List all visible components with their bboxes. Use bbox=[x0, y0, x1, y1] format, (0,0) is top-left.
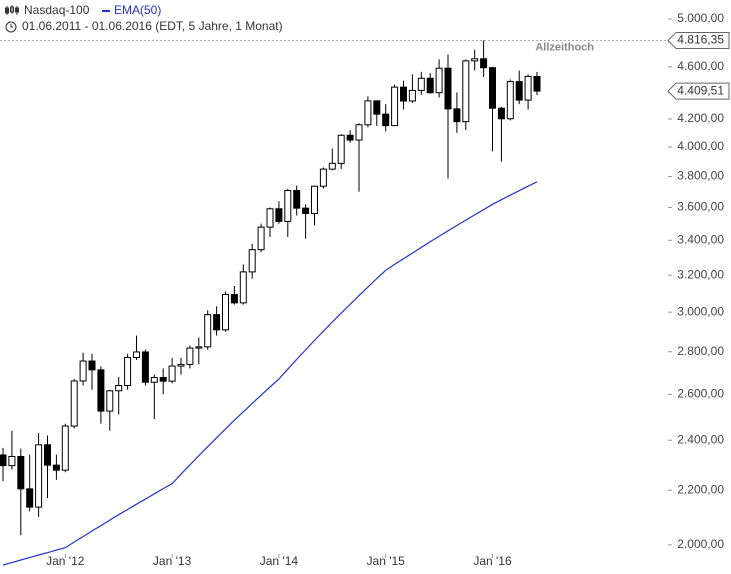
ath-price-label-box bbox=[667, 31, 730, 49]
candle-body bbox=[435, 67, 443, 94]
candle-body bbox=[480, 58, 488, 69]
candle-body bbox=[150, 377, 158, 383]
x-tick-label: Jan '15 bbox=[367, 554, 406, 568]
candle-body bbox=[248, 249, 256, 273]
candle-body bbox=[257, 226, 265, 251]
candle-body bbox=[373, 100, 381, 115]
y-tick-label: 3.200,00 bbox=[677, 267, 724, 281]
y-tick-label: 3.600,00 bbox=[677, 200, 724, 214]
y-tick-label: 2.600,00 bbox=[677, 386, 724, 400]
candle-body bbox=[230, 293, 238, 304]
candle-body bbox=[346, 134, 354, 141]
clock-hands bbox=[10, 24, 13, 28]
candle-body bbox=[26, 488, 34, 508]
ath-price-label: 4.816,35 bbox=[677, 33, 724, 47]
candle-body bbox=[0, 454, 7, 467]
candle-body bbox=[133, 351, 140, 359]
candle-body bbox=[52, 464, 60, 471]
y-tick-label: 3.400,00 bbox=[677, 232, 724, 246]
legend-label: EMA(50) bbox=[114, 3, 161, 17]
candle-body bbox=[462, 60, 470, 123]
ema-line bbox=[2, 181, 538, 566]
candle-body bbox=[222, 293, 229, 331]
candle-body bbox=[44, 444, 51, 466]
candle-body bbox=[328, 162, 336, 170]
candle-body bbox=[400, 86, 407, 102]
candle-body bbox=[266, 208, 274, 228]
y-tick-label: 3.000,00 bbox=[677, 304, 724, 318]
candle-body bbox=[319, 168, 327, 187]
x-tick-label: Jan '13 bbox=[153, 554, 192, 568]
y-tick-label: 5.000,00 bbox=[677, 11, 724, 25]
header: Nasdaq-100 EMA(50) 01.06.2011 - 01.06.20… bbox=[5, 3, 283, 33]
y-tick-label: 2.400,00 bbox=[677, 432, 724, 446]
candle-body bbox=[471, 58, 479, 62]
y-tick-label: 2.000,00 bbox=[677, 537, 724, 551]
candle-body bbox=[61, 425, 69, 471]
chart-title: Nasdaq-100 bbox=[24, 3, 90, 17]
candle-body bbox=[177, 363, 185, 367]
y-tick-label: 2.200,00 bbox=[677, 482, 724, 496]
candle-body bbox=[8, 455, 16, 467]
candle-body bbox=[17, 455, 25, 490]
candle-body bbox=[141, 351, 149, 383]
last-price-label-box bbox=[667, 82, 730, 100]
candle-body bbox=[524, 76, 532, 101]
candle-body bbox=[453, 108, 461, 123]
candle-body bbox=[106, 390, 114, 412]
candle-body bbox=[382, 113, 390, 127]
candle-body bbox=[204, 314, 212, 348]
y-tick-label: 4.200,00 bbox=[677, 111, 724, 125]
candle-body bbox=[417, 77, 425, 91]
candle-body bbox=[88, 360, 96, 371]
candle-body bbox=[35, 444, 43, 508]
candle-body bbox=[489, 67, 496, 109]
candle-body bbox=[124, 357, 132, 387]
clock-icon bbox=[5, 21, 17, 33]
candle-icon bbox=[5, 5, 19, 15]
candle-body bbox=[355, 124, 363, 141]
candle-body bbox=[168, 365, 176, 382]
y-tick-label: 4.000,00 bbox=[677, 139, 724, 153]
candle-body bbox=[293, 190, 301, 209]
candle-body bbox=[195, 346, 203, 349]
y-tick-label: 4.600,00 bbox=[677, 59, 724, 73]
candle-body bbox=[426, 77, 434, 94]
chart-subtitle: 01.06.2011 - 01.06.2016 (EDT, 5 Jahre, 1… bbox=[22, 19, 283, 33]
candle-body bbox=[515, 81, 523, 101]
candle-body bbox=[97, 369, 105, 412]
candle-body bbox=[364, 100, 372, 126]
candle-body bbox=[115, 385, 123, 392]
candle-body bbox=[239, 271, 247, 304]
candle-body bbox=[337, 134, 345, 164]
candle-body bbox=[186, 347, 194, 365]
x-tick-label: Jan '12 bbox=[46, 554, 85, 568]
y-tick-label: 3.800,00 bbox=[677, 169, 724, 183]
ath-annotation: Allzeithoch bbox=[535, 41, 594, 53]
candle-body bbox=[497, 107, 505, 120]
candle-body bbox=[70, 380, 78, 427]
candle-body bbox=[79, 360, 87, 382]
candle-body bbox=[533, 76, 541, 92]
candle-body bbox=[444, 67, 452, 110]
x-tick-label: Jan '16 bbox=[473, 554, 512, 568]
candle-body bbox=[275, 208, 283, 222]
candle-body bbox=[408, 89, 416, 102]
candle-body bbox=[284, 190, 292, 222]
x-tick-label: Jan '14 bbox=[260, 554, 299, 568]
candle-body bbox=[159, 377, 167, 382]
last-price-label: 4.409,51 bbox=[677, 83, 724, 97]
y-tick-label: 2.800,00 bbox=[677, 344, 724, 358]
candle-body bbox=[311, 185, 318, 214]
candle-body bbox=[302, 207, 310, 214]
candle-body bbox=[213, 314, 221, 331]
candle-body bbox=[391, 86, 399, 127]
candle-body bbox=[506, 81, 514, 120]
